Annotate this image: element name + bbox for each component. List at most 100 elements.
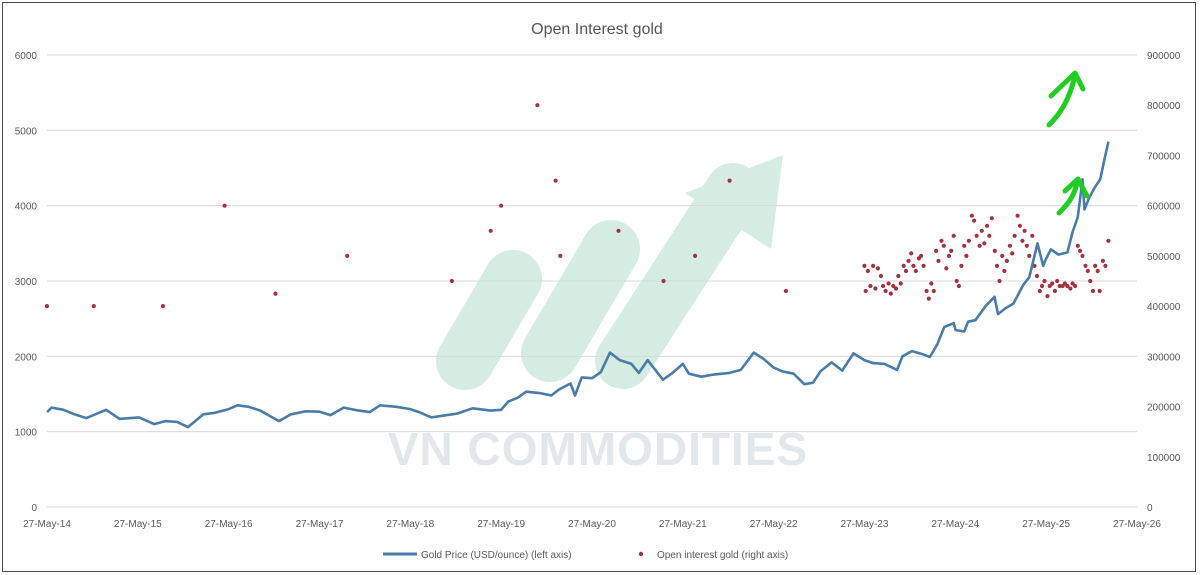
open-interest-point <box>488 228 493 233</box>
open-interest-point <box>616 228 621 233</box>
open-interest-point <box>984 223 990 228</box>
open-interest-point <box>964 253 969 258</box>
right-axis-tick-label: 500000 <box>1147 252 1181 263</box>
green-arrow-icon <box>1046 70 1086 128</box>
open-interest-point <box>91 304 96 309</box>
x-axis-tick-label: 27-May-18 <box>386 519 434 530</box>
open-interest-point <box>901 263 906 268</box>
gold-price-line <box>46 141 1110 429</box>
x-axis-tick-label: 27-May-16 <box>205 519 253 530</box>
open-interest-point <box>913 268 919 274</box>
chart-svg: VN COMMODITIES Open Interest gold 0 1000 2… <box>15 21 1181 561</box>
x-axis-tick-label: 27-May-23 <box>841 519 889 530</box>
open-interest-point <box>1093 263 1098 268</box>
open-interest-point <box>941 243 946 248</box>
open-interest-point <box>1078 248 1083 253</box>
open-interest-point <box>1068 286 1073 291</box>
open-interest-point <box>1039 283 1045 289</box>
open-interest-point <box>906 258 911 263</box>
left-axis-tick-label: 0 <box>31 503 37 514</box>
open-interest-point <box>977 243 982 248</box>
x-axis-ticks: 27-May-14 27-May-15 27-May-16 27-May-17 27-M… <box>23 519 1161 530</box>
watermark-text: VN COMMODITIES <box>388 423 808 475</box>
open-interest-point <box>896 273 901 279</box>
open-interest-point <box>1030 233 1035 238</box>
right-axis-tick-label: 400000 <box>1147 302 1181 313</box>
open-interest-point <box>553 178 558 183</box>
green-arrow-annotations <box>1046 70 1090 216</box>
right-axis-tick-label: 600000 <box>1147 202 1181 213</box>
watermark-bar-2 <box>521 220 640 382</box>
open-interest-point <box>931 288 936 294</box>
left-axis-tick-label: 2000 <box>15 352 38 363</box>
open-interest-point <box>994 263 1000 268</box>
open-interest-point <box>919 253 924 258</box>
right-axis-tick-label: 900000 <box>1147 51 1181 62</box>
open-interest-point <box>558 253 563 258</box>
open-interest-point <box>871 263 876 268</box>
open-interest-point <box>1088 278 1093 284</box>
open-interest-point <box>1024 243 1029 248</box>
open-interest-point <box>966 238 972 243</box>
open-interest-point <box>873 286 878 291</box>
watermark-arrowhead <box>685 155 783 249</box>
open-interest-point <box>987 233 992 238</box>
open-interest-point <box>979 228 984 233</box>
gridlines <box>47 54 1137 508</box>
open-interest-point <box>878 273 884 279</box>
open-interest-point <box>1034 273 1040 279</box>
x-axis-tick-label: 27-May-22 <box>750 519 798 530</box>
open-interest-point <box>345 253 350 258</box>
open-interest-point <box>888 291 893 296</box>
open-interest-point <box>44 304 50 309</box>
open-interest-point <box>1095 268 1100 274</box>
left-axis-tick-label: 3000 <box>15 277 38 288</box>
open-interest-point <box>1073 283 1078 289</box>
open-interest-point <box>1007 243 1013 248</box>
open-interest-point <box>1050 281 1055 286</box>
right-axis-ticks: 0 100000 200000 300000 400000 500000 600000 700… <box>1147 51 1181 514</box>
x-axis-tick-label: 27-May-24 <box>931 519 979 530</box>
open-interest-point <box>936 258 941 263</box>
open-interest-point <box>1022 228 1027 233</box>
open-interest-point <box>951 233 956 238</box>
open-interest-point <box>693 253 698 258</box>
open-interest-point <box>921 263 926 268</box>
open-interest-point <box>661 278 666 284</box>
open-interest-point <box>1055 278 1060 284</box>
open-interest-scatter <box>44 103 1111 309</box>
open-interest-point <box>1097 288 1102 294</box>
open-interest-point <box>1106 238 1111 243</box>
open-interest-point <box>1083 263 1088 268</box>
open-interest-point <box>974 233 979 238</box>
open-interest-point <box>883 288 888 294</box>
open-interest-point <box>959 263 964 268</box>
open-interest-point <box>783 288 789 294</box>
open-interest-point <box>939 238 944 243</box>
open-interest-point <box>1037 288 1042 294</box>
open-interest-point <box>1010 251 1015 256</box>
open-interest-point <box>1042 278 1047 284</box>
right-axis-tick-label: 100000 <box>1147 453 1181 464</box>
open-interest-point <box>934 248 939 253</box>
legend: Gold Price (USD/ounce) (left axis) Open … <box>383 550 788 561</box>
watermark-bar-1 <box>436 250 542 390</box>
right-axis-tick-label: 800000 <box>1147 101 1181 112</box>
right-axis-tick-label: 0 <box>1147 503 1153 514</box>
open-interest-point <box>909 251 914 256</box>
open-interest-point <box>273 291 278 296</box>
left-axis-ticks: 0 1000 2000 3000 4000 5000 6000 <box>15 51 38 514</box>
x-axis-tick-label: 27-May-26 <box>1113 519 1161 530</box>
right-axis-tick-label: 200000 <box>1147 403 1181 414</box>
green-arrow-icon <box>1056 176 1090 216</box>
x-axis-tick-label: 27-May-21 <box>659 519 707 530</box>
watermark-logo: VN COMMODITIES <box>388 155 808 475</box>
open-interest-point <box>898 281 903 286</box>
open-interest-point <box>1020 238 1025 243</box>
open-interest-point <box>924 288 929 294</box>
open-interest-point <box>222 203 227 208</box>
open-interest-point <box>862 263 867 268</box>
open-interest-point <box>929 281 934 286</box>
open-interest-point <box>499 203 504 208</box>
left-axis-tick-label: 1000 <box>15 428 38 439</box>
